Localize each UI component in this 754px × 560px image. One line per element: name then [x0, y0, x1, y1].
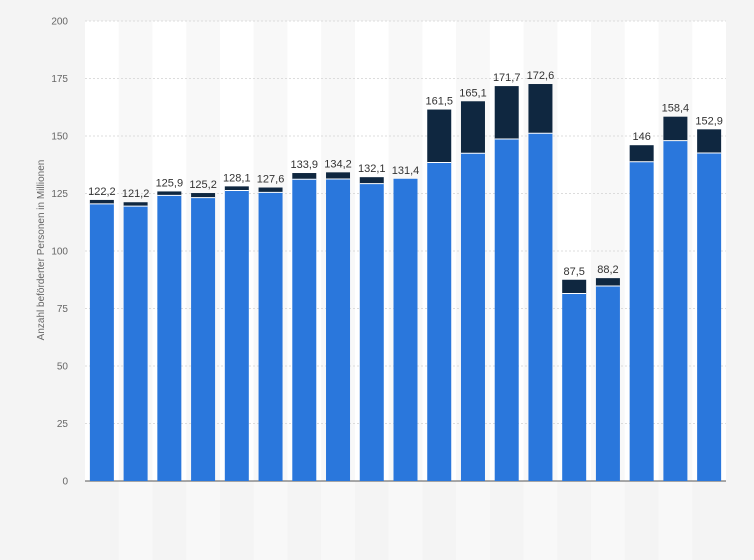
total-label: 132,1: [358, 163, 386, 175]
y-axis: 0 25 50 75 100 125 150 175 200: [51, 17, 68, 488]
bar-segment-secondary: [157, 191, 182, 196]
total-label: 125,2: [189, 179, 217, 191]
bar-segment-primary: [663, 140, 688, 481]
y-tick-label: 25: [57, 419, 69, 430]
bar-segment-primary: [292, 179, 317, 482]
bar-segment-secondary: [629, 145, 654, 162]
bar-segment-secondary: [663, 116, 688, 141]
bar-segment-primary: [258, 192, 283, 481]
bar-segment-secondary: [528, 84, 553, 134]
bar-segment-secondary: [494, 86, 519, 139]
total-label: 133,9: [291, 159, 319, 171]
bar-segment-secondary: [89, 199, 114, 204]
total-label: 161,5: [425, 96, 453, 108]
total-label: 171,7: [493, 72, 521, 84]
bar-segment-primary: [157, 195, 182, 481]
bar-segment-secondary: [427, 109, 452, 163]
total-label: 125,9: [156, 177, 184, 189]
bar-segment-secondary: [460, 101, 485, 154]
bar-segment-primary: [191, 197, 216, 481]
total-label: 165,1: [459, 87, 487, 99]
total-labels: 122,2 121,2 125,9 125,2 128,1 127,6 133,9 134,2…: [88, 70, 723, 278]
total-label: 88,2: [597, 264, 618, 276]
y-tick-label: 0: [62, 477, 68, 488]
bar-segment-primary: [393, 178, 418, 481]
total-label: 128,1: [223, 172, 251, 184]
bar-segment-primary: [494, 138, 519, 482]
bar-segment-secondary: [123, 202, 148, 207]
y-tick-label: 50: [57, 362, 69, 373]
bar-segment-secondary: [224, 186, 249, 191]
total-label: 158,4: [662, 103, 690, 115]
bar-segment-secondary: [258, 187, 283, 193]
bar-segment-secondary: [697, 129, 722, 154]
bar-segment-primary: [697, 153, 722, 481]
bar-segment-secondary: [562, 279, 587, 294]
bar-segment-primary: [224, 190, 249, 481]
bar-segment-primary: [89, 203, 114, 481]
total-label: 134,2: [324, 158, 352, 170]
total-label: 146: [632, 131, 650, 143]
y-tick-label: 75: [57, 304, 69, 315]
y-tick-label: 200: [51, 17, 68, 28]
y-tick-label: 100: [51, 247, 68, 258]
bar-segment-secondary: [292, 173, 317, 180]
total-label: 127,6: [257, 174, 285, 186]
bar-segment-primary: [359, 183, 384, 482]
bar-segment-primary: [326, 179, 351, 481]
bars: [89, 84, 722, 482]
bar-segment-primary: [460, 153, 485, 481]
bar-segment-primary: [629, 161, 654, 481]
total-label: 122,2: [88, 186, 116, 198]
total-label: 152,9: [695, 115, 723, 127]
total-label: 121,2: [122, 188, 150, 200]
bar-segment-primary: [528, 133, 553, 482]
bar-segment-primary: [427, 162, 452, 481]
y-tick-label: 175: [51, 74, 68, 85]
bar-segment-secondary: [191, 193, 216, 198]
y-tick-label: 150: [51, 132, 68, 143]
total-label: 172,6: [527, 70, 555, 82]
y-tick-label: 125: [51, 189, 68, 200]
total-label: 87,5: [563, 266, 584, 278]
bar-segment-primary: [595, 285, 620, 481]
y-axis-label: Anzahl beförderter Personen in Millionen: [36, 160, 47, 341]
bar-segment-secondary: [595, 278, 620, 286]
total-label: 131,4: [392, 165, 420, 177]
bar-segment-primary: [123, 206, 148, 481]
bar-segment-primary: [562, 293, 587, 481]
bar-segment-secondary: [359, 177, 384, 184]
bar-segment-secondary: [326, 172, 351, 180]
